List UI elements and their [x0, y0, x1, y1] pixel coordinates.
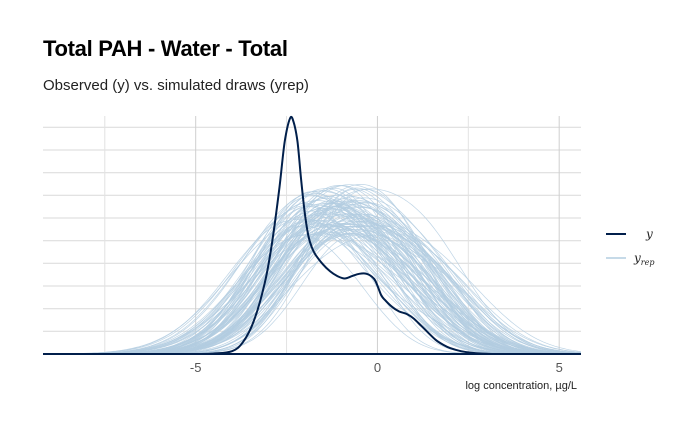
yrep-draw-line — [43, 224, 582, 355]
legend-label-y: y — [645, 227, 653, 241]
chart-subtitle: Observed (y) vs. simulated draws (yrep) — [43, 77, 309, 94]
legend-label-yrep: yrep — [633, 251, 654, 267]
x-tick-label: 0 — [374, 360, 381, 375]
observed-density — [42, 115, 581, 356]
yrep-draw-line — [43, 187, 582, 355]
x-axis-title: log concentration, µg/L — [465, 380, 577, 392]
x-tick-label: -5 — [190, 360, 202, 375]
legend: y yrep — [606, 227, 654, 267]
chart-title: Total PAH - Water - Total — [43, 36, 288, 61]
x-tick-label: 5 — [556, 360, 563, 375]
yrep-draw-line — [43, 220, 581, 355]
yrep-draws — [42, 184, 582, 355]
yrep-draw-line — [43, 187, 582, 355]
yrep-draw-line — [43, 194, 581, 355]
observed-y-line — [42, 115, 581, 356]
x-axis-ticks: -5 0 5 — [190, 360, 563, 375]
